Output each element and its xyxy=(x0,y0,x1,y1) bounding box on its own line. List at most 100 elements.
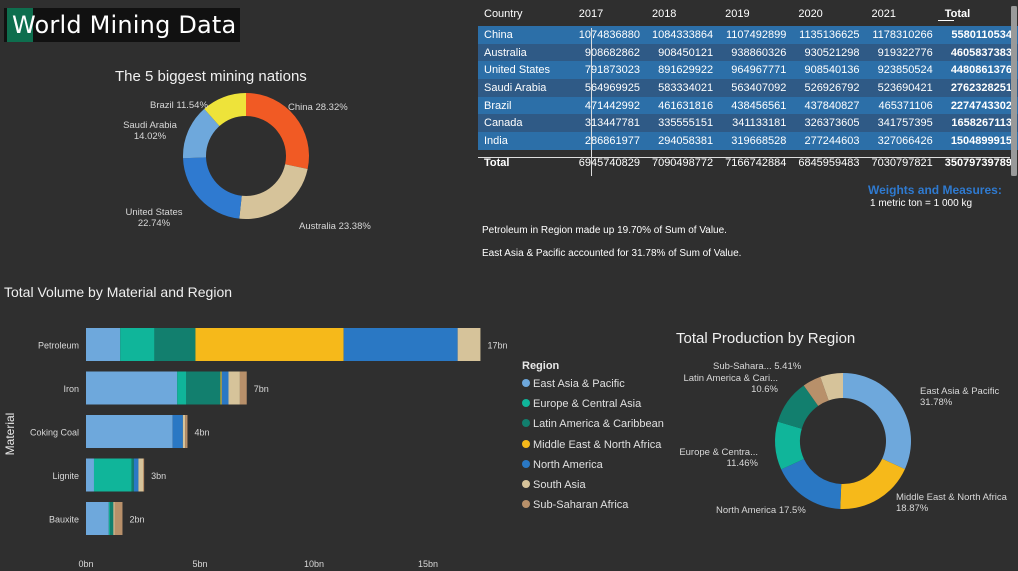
bar-segment[interactable] xyxy=(239,371,247,405)
column-header[interactable]: 2019 xyxy=(725,8,750,20)
bar-segment[interactable] xyxy=(228,371,240,405)
table-cell: 791873023 xyxy=(572,61,646,80)
table-row[interactable]: Canada 313447781 335555151 341133181 3263736… xyxy=(478,114,1018,133)
table-cell: 471442992 xyxy=(572,96,646,115)
region-legend[interactable]: Region East Asia & Pacific Europe & Centr… xyxy=(522,360,692,520)
bar-segment[interactable] xyxy=(138,458,143,492)
table-cell: 1107492899 xyxy=(719,26,793,44)
legend-item[interactable]: North America xyxy=(522,459,603,471)
table-cell: United States xyxy=(478,61,573,80)
bar-segment[interactable] xyxy=(109,502,114,535)
region-slice[interactable] xyxy=(840,458,905,509)
table-cell: 964967771 xyxy=(719,61,793,80)
weights-title: Weights and Measures: xyxy=(868,183,1002,197)
nation-slice[interactable] xyxy=(204,93,246,127)
bar-segment[interactable] xyxy=(86,415,173,448)
table-cell: 1658267113 xyxy=(938,114,1018,133)
column-header[interactable]: 2021 xyxy=(871,8,896,20)
bar-segment[interactable] xyxy=(133,458,139,492)
table-row[interactable]: United States 791873023 891629922 964967771… xyxy=(478,61,1018,80)
bar-total-label: 4bn xyxy=(194,428,209,438)
bar-segment[interactable] xyxy=(86,371,178,405)
bar-segment[interactable] xyxy=(86,502,109,535)
table-scrollbar[interactable] xyxy=(1011,6,1017,176)
category-label: Bauxite xyxy=(49,515,79,525)
legend-item[interactable]: Europe & Central Asia xyxy=(522,398,641,410)
table-cell: 1178310266 xyxy=(865,26,939,44)
table-row[interactable]: China 1074836880 1084333864 1107492899 11351… xyxy=(478,26,1018,44)
bar-segment[interactable] xyxy=(186,371,221,405)
pie-label-brazil: Brazil 11.54% xyxy=(150,100,208,111)
bar-segment[interactable] xyxy=(185,415,188,448)
bar-segment[interactable] xyxy=(195,328,344,361)
nation-slice[interactable] xyxy=(183,108,220,159)
sort-indicator xyxy=(938,20,954,21)
bar-segment[interactable] xyxy=(86,328,121,361)
bar-segment[interactable] xyxy=(220,371,222,405)
bar-total-label: 2bn xyxy=(129,515,144,525)
y-axis-title: Material xyxy=(3,413,17,456)
category-label: Lignite xyxy=(52,471,79,481)
legend-label: South Asia xyxy=(533,479,586,491)
table-row[interactable]: Australia 908682862 908450121 938860326 9305… xyxy=(478,43,1018,62)
x-tick-label: 10bn xyxy=(304,559,324,569)
bar-segment[interactable] xyxy=(221,371,229,405)
bar-segment[interactable] xyxy=(177,371,187,405)
bar-segment[interactable] xyxy=(131,458,134,492)
legend-label: Latin America & Caribbean xyxy=(533,418,664,431)
column-header[interactable]: 2017 xyxy=(578,8,604,20)
table-cell: 4605837383 xyxy=(938,43,1018,62)
pie-label-saudi-name: Saudi Arabia xyxy=(123,120,177,131)
table-row[interactable]: Brazil 471442992 461631816 438456561 4378408… xyxy=(478,96,1018,115)
legend-item[interactable]: Sub-Saharan Africa xyxy=(522,499,628,511)
total-cell: 6845959483 xyxy=(798,156,860,169)
table-cell: 294058381 xyxy=(645,132,720,150)
region-slice[interactable] xyxy=(803,376,829,406)
legend-item[interactable]: Latin America & Caribbean xyxy=(522,418,664,430)
bar-total-label: 7bn xyxy=(254,384,269,394)
legend-label: East Asia & Pacific xyxy=(533,378,625,390)
table-cell: 437840827 xyxy=(792,96,866,115)
bar-segment[interactable] xyxy=(86,458,94,492)
table-cell: India xyxy=(478,132,573,150)
column-header[interactable]: 2020 xyxy=(798,8,823,20)
bar-segment[interactable] xyxy=(343,328,458,361)
column-header[interactable]: 2018 xyxy=(651,8,677,20)
bar-segment[interactable] xyxy=(113,502,115,535)
total-cell: 7030797821 xyxy=(871,156,933,169)
table-row[interactable]: India 286861977 294058381 319668528 27724460… xyxy=(478,132,1018,150)
region-slice[interactable] xyxy=(781,458,842,509)
table-row[interactable]: Saudi Arabia 564969925 583334021 563407092 5… xyxy=(478,79,1018,97)
table-cell: 2274743302 xyxy=(938,96,1018,115)
column-header[interactable]: Country xyxy=(484,8,523,20)
donut-label-mena-name: Middle East & North Africa xyxy=(896,492,1007,503)
legend-item[interactable]: South Asia xyxy=(522,479,586,491)
legend-item[interactable]: East Asia & Pacific xyxy=(522,378,625,390)
column-header[interactable]: Total xyxy=(944,8,971,20)
country-production-table[interactable]: Country 2017 2018 2019 2020 2021 Total China 10… xyxy=(478,2,1018,178)
bar-segment[interactable] xyxy=(154,328,196,361)
legend-item[interactable]: Middle East & North Africa xyxy=(522,439,661,451)
donut-label-eca-value: 11.46% xyxy=(726,458,758,469)
region-slice[interactable] xyxy=(775,421,804,470)
bar-segment[interactable] xyxy=(120,328,155,361)
nation-slice[interactable] xyxy=(239,164,308,219)
bar-segment[interactable] xyxy=(143,458,145,492)
category-label: Iron xyxy=(63,384,79,394)
nation-slice[interactable] xyxy=(183,157,242,219)
bar-segment[interactable] xyxy=(93,458,132,492)
scrollbar-thumb[interactable] xyxy=(1011,6,1017,176)
region-production-donut xyxy=(775,373,911,509)
nation-slice[interactable] xyxy=(246,93,309,170)
region-slice[interactable] xyxy=(820,373,843,401)
region-slice[interactable] xyxy=(777,385,819,429)
bar-segment[interactable] xyxy=(108,502,110,535)
bar-segment[interactable] xyxy=(457,328,481,361)
title-accent xyxy=(7,8,33,42)
bar-segment[interactable] xyxy=(182,415,186,448)
region-slice[interactable] xyxy=(843,373,911,470)
bar-segment[interactable] xyxy=(172,415,183,448)
bar-segment[interactable] xyxy=(114,502,123,535)
table-header-row: Country 2017 2018 2019 2020 2021 Total xyxy=(478,2,1018,26)
weights-text: 1 metric ton = 1 000 kg xyxy=(870,198,973,209)
